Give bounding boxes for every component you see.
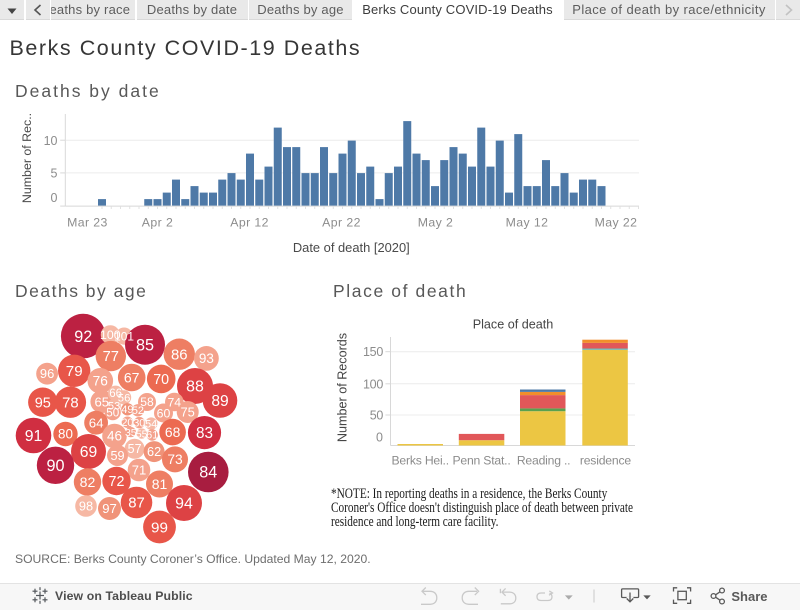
svg-text:64: 64	[89, 415, 104, 430]
svg-text:90: 90	[46, 457, 64, 475]
svg-text:52: 52	[132, 405, 144, 417]
svg-text:86: 86	[171, 347, 188, 363]
svg-text:10: 10	[44, 134, 58, 148]
svg-text:Penn Stat..: Penn Stat..	[452, 454, 510, 468]
svg-text:Mar 23: Mar 23	[67, 215, 108, 229]
svg-text:71: 71	[132, 463, 146, 478]
svg-text:80: 80	[58, 427, 73, 442]
svg-text:49: 49	[121, 404, 133, 416]
svg-text:Apr 22: Apr 22	[322, 215, 361, 229]
svg-text:May 22: May 22	[595, 215, 638, 229]
svg-text:93: 93	[199, 351, 214, 366]
svg-text:58: 58	[140, 395, 154, 409]
svg-text:72: 72	[109, 474, 125, 490]
svg-text:84: 84	[199, 464, 217, 482]
svg-text:50: 50	[370, 409, 384, 423]
svg-text:67: 67	[124, 369, 140, 385]
svg-text:60: 60	[157, 406, 171, 420]
svg-text:5: 5	[51, 167, 58, 181]
svg-text:59: 59	[110, 449, 124, 463]
svg-text:95: 95	[35, 395, 51, 411]
svg-text:Apr 2: Apr 2	[142, 215, 173, 229]
svg-text:65: 65	[95, 394, 110, 409]
svg-text:66: 66	[109, 388, 122, 400]
svg-text:79: 79	[66, 363, 83, 380]
svg-text:81: 81	[152, 476, 168, 492]
svg-text:74: 74	[168, 395, 182, 409]
svg-text:53: 53	[108, 400, 120, 412]
svg-text:30: 30	[133, 417, 145, 429]
svg-text:Place of death: Place of death	[473, 318, 554, 332]
svg-text:0: 0	[51, 191, 58, 205]
svg-text:View on Tableau Public: View on Tableau Public	[55, 589, 193, 603]
svg-text:55: 55	[136, 428, 148, 440]
svg-text:residence: residence	[580, 454, 631, 468]
svg-text:150: 150	[363, 345, 383, 359]
svg-text:35: 35	[125, 427, 137, 439]
svg-text:97: 97	[102, 501, 117, 516]
svg-text:20: 20	[121, 417, 133, 429]
svg-text:54: 54	[145, 418, 157, 430]
svg-text:56: 56	[118, 392, 131, 404]
svg-text:68: 68	[165, 424, 181, 440]
svg-text:Date of death [2020]: Date of death [2020]	[293, 240, 410, 255]
svg-text:0: 0	[376, 431, 383, 445]
svg-text:101: 101	[114, 329, 134, 343]
svg-text:57: 57	[128, 442, 142, 456]
svg-text:76: 76	[93, 374, 109, 389]
svg-text:77: 77	[103, 349, 119, 365]
svg-text:61: 61	[146, 430, 158, 442]
svg-text:100: 100	[363, 377, 383, 391]
svg-text:69: 69	[80, 444, 97, 461]
svg-text:May 2: May 2	[418, 215, 454, 229]
svg-text:73: 73	[167, 452, 183, 467]
svg-text:91: 91	[25, 428, 43, 445]
svg-text:70: 70	[153, 372, 169, 388]
svg-text:Number of Records: Number of Records	[336, 333, 350, 442]
svg-text:62: 62	[147, 445, 161, 459]
svg-text:85: 85	[136, 336, 154, 354]
svg-text:Share: Share	[731, 589, 767, 604]
svg-text:99: 99	[151, 519, 168, 536]
svg-text:Number of Rec..: Number of Rec..	[20, 113, 34, 203]
svg-text:78: 78	[62, 395, 79, 411]
svg-text:98: 98	[79, 499, 93, 514]
svg-text:87: 87	[128, 496, 145, 512]
svg-text:96: 96	[40, 366, 54, 381]
svg-text:82: 82	[80, 474, 96, 490]
svg-text:Reading ..: Reading ..	[517, 454, 571, 468]
svg-text:Apr 12: Apr 12	[230, 215, 269, 229]
svg-text:50: 50	[106, 406, 120, 419]
svg-text:88: 88	[186, 379, 204, 396]
svg-text:100: 100	[100, 328, 121, 342]
svg-text:46: 46	[107, 429, 122, 444]
svg-text:89: 89	[211, 393, 228, 410]
svg-text:94: 94	[175, 496, 193, 513]
svg-text:Berks Hei..: Berks Hei..	[391, 454, 448, 468]
svg-text:75: 75	[181, 405, 195, 420]
svg-text:92: 92	[74, 328, 92, 346]
svg-text:May 12: May 12	[506, 215, 549, 229]
svg-text:83: 83	[196, 425, 213, 442]
